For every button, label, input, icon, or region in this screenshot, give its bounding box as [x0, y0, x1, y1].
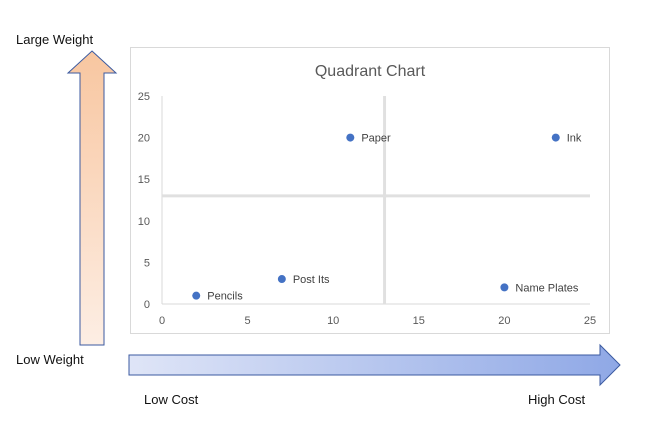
y-tick-label: 25: [138, 91, 150, 103]
y-tick-label: 15: [138, 174, 150, 186]
x-tick-label: 20: [498, 315, 510, 327]
chart-title: Quadrant Chart: [315, 63, 426, 80]
data-point: [277, 275, 286, 284]
x-tick-label: 25: [584, 315, 596, 327]
y-tick-label: 20: [138, 133, 150, 145]
weight-up-arrow: [66, 50, 118, 346]
data-point: [192, 291, 201, 300]
chart-area: [130, 47, 610, 334]
low-cost-label: Low Cost: [144, 392, 199, 407]
x-tick-label: 15: [413, 315, 425, 327]
data-label: Ink: [567, 133, 582, 145]
x-tick-label: 0: [159, 315, 165, 327]
low-weight-label: Low Weight: [16, 352, 84, 367]
data-point: [500, 283, 509, 292]
data-point: [346, 133, 355, 142]
data-label: Paper: [361, 133, 391, 145]
x-tick-label: 5: [245, 315, 251, 327]
high-cost-label: High Cost: [528, 392, 586, 407]
x-tick-label: 10: [327, 315, 339, 327]
cost-right-arrow: [128, 343, 621, 387]
y-tick-label: 0: [144, 299, 150, 311]
data-label: Pencils: [207, 291, 243, 303]
y-tick-label: 10: [138, 216, 150, 228]
data-label: Name Plates: [515, 282, 578, 294]
data-point: [551, 133, 560, 142]
y-tick-label: 5: [144, 257, 150, 269]
data-label: Post Its: [293, 274, 330, 286]
large-weight-label: Large Weight: [16, 32, 94, 47]
